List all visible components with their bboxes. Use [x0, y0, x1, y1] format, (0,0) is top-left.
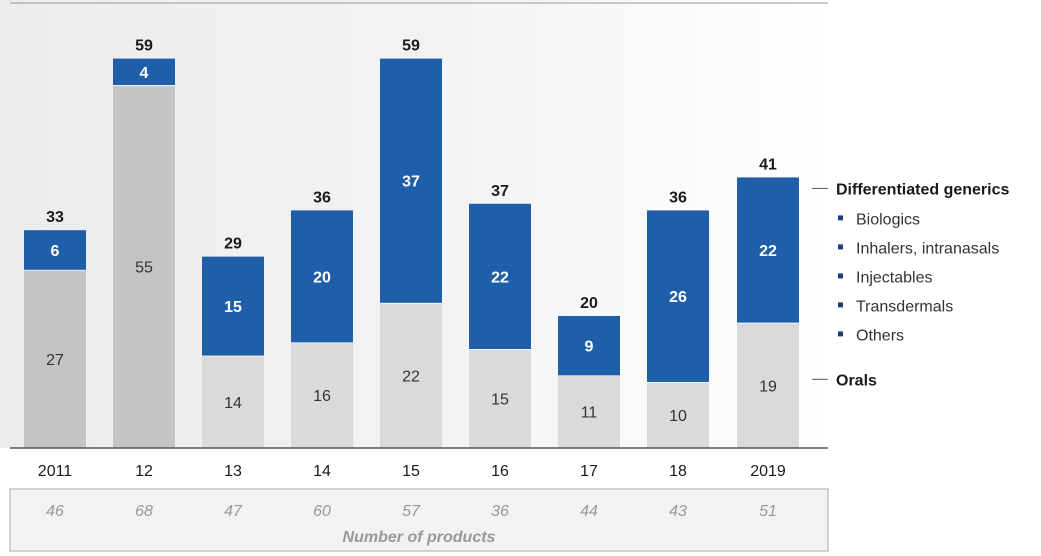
products-title: Number of products	[343, 529, 496, 546]
category-label-16: 16	[491, 463, 509, 480]
category-labels: 2011 12 13 14 15 16 17 18 2019	[38, 463, 786, 480]
label-total-2011: 33	[46, 209, 64, 226]
bar-differentiated-15	[380, 58, 442, 303]
label-orals-2011: 27	[46, 352, 64, 369]
bar-differentiated-2019	[737, 177, 799, 323]
legend-bullet-1	[838, 244, 843, 250]
legend-title-orals: Orals	[836, 372, 877, 389]
label-orals-17: 11	[581, 405, 598, 422]
bar-differentiated-18	[647, 210, 709, 382]
label-differentiated-2011: 6	[51, 243, 60, 260]
label-orals-13: 14	[224, 395, 242, 412]
category-label-12: 12	[135, 463, 153, 480]
bar-differentiated-14	[291, 210, 353, 343]
bars-group: 27 6 33 55 4 59 14 15 29 16 20 36 22 37 59 15 22 37 11 9 20 1…	[24, 38, 799, 448]
label-differentiated-15: 37	[402, 174, 420, 191]
label-differentiated-2019: 22	[759, 243, 777, 260]
label-total-13: 29	[224, 236, 242, 253]
products-value-13: 47	[224, 503, 243, 520]
legend-bullet-0	[838, 215, 843, 221]
bar-orals-2019	[737, 322, 799, 448]
bar-orals-13	[202, 355, 264, 448]
label-differentiated-13: 15	[224, 299, 242, 316]
products-value-15: 57	[402, 503, 421, 520]
label-orals-14: 16	[313, 388, 331, 405]
products-value-17: 44	[580, 503, 598, 520]
label-orals-2019: 19	[759, 378, 777, 395]
products-value-2011: 46	[46, 503, 64, 520]
legend: Differentiated generics Biologics Inhalers…	[812, 181, 1009, 389]
legend-item-2: Injectables	[856, 269, 933, 286]
label-total-15: 59	[402, 38, 420, 55]
legend-item-0: Biologics	[856, 211, 920, 228]
label-orals-12: 55	[135, 260, 153, 277]
products-box	[9, 488, 829, 552]
bar-differentiated-13	[202, 256, 264, 356]
products-value-12: 68	[135, 503, 153, 520]
label-orals-15: 22	[402, 368, 420, 385]
label-differentiated-16: 22	[491, 269, 509, 286]
bar-differentiated-17	[558, 316, 620, 376]
category-label-15: 15	[402, 463, 420, 480]
legend-title-differentiated: Differentiated generics	[836, 181, 1009, 198]
legend-bullet-3	[838, 302, 843, 308]
bar-differentiated-2011	[24, 230, 86, 270]
bar-differentiated-16	[469, 203, 531, 349]
bar-orals-12	[113, 85, 175, 448]
label-differentiated-12: 4	[140, 65, 149, 82]
label-total-2019: 41	[759, 156, 777, 173]
label-differentiated-18: 26	[669, 289, 687, 306]
bar-orals-14	[291, 342, 353, 448]
legend-item-4: Others	[856, 327, 904, 344]
label-total-14: 36	[313, 189, 331, 206]
bar-orals-16	[469, 349, 531, 448]
legend-item-3: Transdermals	[856, 298, 953, 315]
label-total-12: 59	[135, 38, 153, 55]
category-label-2019: 2019	[750, 463, 786, 480]
products-value-16: 36	[491, 503, 509, 520]
products-values: 46 68 47 60 57 36 44 43 51	[46, 503, 777, 520]
bar-orals-17	[558, 375, 620, 448]
category-label-17: 17	[580, 463, 598, 480]
label-differentiated-14: 20	[313, 269, 331, 286]
category-label-18: 18	[669, 463, 687, 480]
legend-item-1: Inhalers, intranasals	[856, 240, 999, 257]
bar-differentiated-12	[113, 58, 175, 85]
products-value-14: 60	[313, 503, 331, 520]
label-total-16: 37	[491, 183, 509, 200]
legend-bullet-2	[838, 273, 843, 279]
label-differentiated-17: 9	[585, 339, 594, 356]
category-label-2011: 2011	[38, 463, 73, 480]
bar-orals-2011	[24, 269, 86, 448]
category-label-14: 14	[313, 463, 331, 480]
bar-orals-15	[380, 302, 442, 448]
products-value-18: 43	[669, 503, 687, 520]
label-orals-18: 10	[669, 408, 687, 425]
label-total-17: 20	[580, 295, 598, 312]
label-total-18: 36	[669, 189, 687, 206]
bar-orals-18	[647, 382, 709, 448]
legend-bullet-4	[838, 331, 843, 337]
category-label-13: 13	[224, 463, 242, 480]
label-orals-16: 15	[491, 392, 509, 409]
products-value-2019: 51	[759, 503, 777, 520]
